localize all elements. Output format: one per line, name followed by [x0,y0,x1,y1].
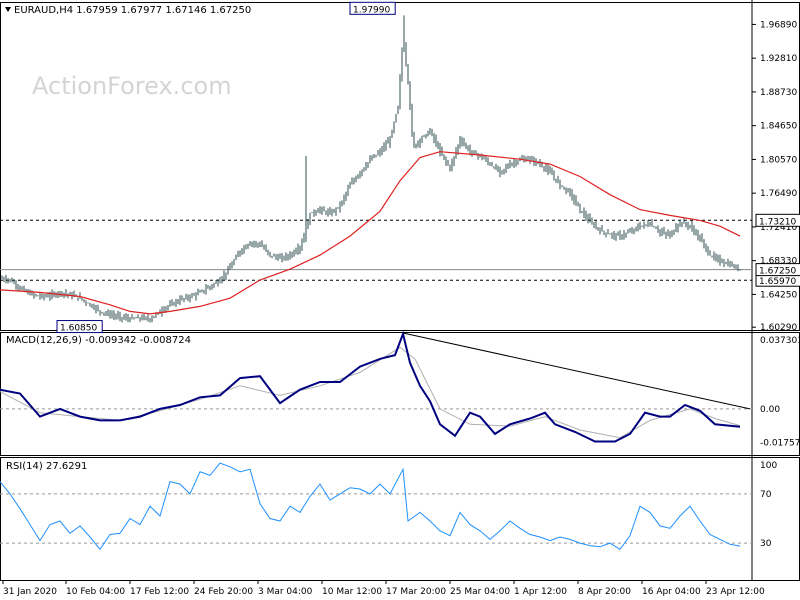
watermark: ActionForex.com [32,72,232,100]
dropdown-triangle-icon[interactable] [5,7,11,12]
current-price-label: 1.67250 [759,267,796,277]
chart-title: EURAUD,H4 1.67959 1.67977 1.67146 1.6725… [14,5,251,16]
macd-line [0,330,741,443]
rsi-title: RSI(14) 27.6291 [6,461,87,472]
level-label-0: 1.73210 [759,217,796,227]
price-tick-label: 1.64250 [760,290,797,300]
price-tick-label: 1.92810 [760,54,797,64]
rsi-line [0,462,741,551]
rsi-tick-label: 70 [760,490,772,500]
price-tick-label: 1.76490 [760,189,797,199]
macd-title: MACD(12,26,9) -0.009342 -0.008724 [6,335,191,346]
horizontal-levels [0,219,752,281]
x-tick-label: 31 Jan 2020 [3,587,57,597]
x-tick-label: 17 Mar 20:00 [386,587,446,597]
current-price-label-box [755,263,800,277]
rsi-tick-label: 100 [760,461,777,471]
x-tick-label: 10 Mar 12:00 [322,587,382,597]
x-tick-label: 1 Apr 12:00 [514,587,567,597]
high-label-box [349,1,396,15]
level-label-1: 1.65970 [759,277,796,287]
macd-signal-line [0,346,741,439]
macd-tick-label: 0.00 [760,405,780,415]
price-tick-label: 1.72410 [760,223,797,233]
x-tick-label: 8 Apr 20:00 [578,587,631,597]
x-tick-label: 10 Feb 04:00 [66,587,125,597]
price-candles [1,15,741,323]
x-tick-label: 24 Feb 20:00 [194,587,253,597]
y-axis-ticks: 1.96890 1.92810 1.88730 1.84650 1.80570 1.764… [752,20,800,549]
x-tick-label: 17 Feb 12:00 [130,587,189,597]
low-label: 1.60850 [60,324,97,334]
x-tick-label: 25 Mar 04:00 [450,587,510,597]
macd-tick-label: 0.037301 [760,336,800,346]
rsi-reference-levels [0,493,752,544]
macd-tick-label: -0.017577 [760,439,800,449]
low-label-box [56,320,103,334]
price-tick-label: 1.80570 [760,155,797,165]
price-tick-label: 1.84650 [760,122,797,132]
price-tick-label: 1.88730 [760,88,797,98]
moving-average-line [0,151,741,315]
x-axis-labels: 31 Jan 2020 10 Feb 04:00 17 Feb 12:00 24 Fe… [2,580,765,597]
macd-trendline [402,332,751,410]
x-tick-label: 3 Mar 04:00 [258,587,313,597]
price-tick-label: 1.96890 [760,20,797,30]
price-tick-label: 1.60290 [760,323,797,333]
rsi-tick-label: 30 [760,539,772,549]
x-tick-label: 23 Apr 12:00 [706,587,765,597]
high-label: 1.97990 [353,5,390,15]
price-panel-frame [0,2,800,331]
price-tick-label: 1.68330 [760,257,797,267]
level-label-0-box [755,213,800,227]
x-tick-label: 16 Apr 04:00 [642,587,701,597]
